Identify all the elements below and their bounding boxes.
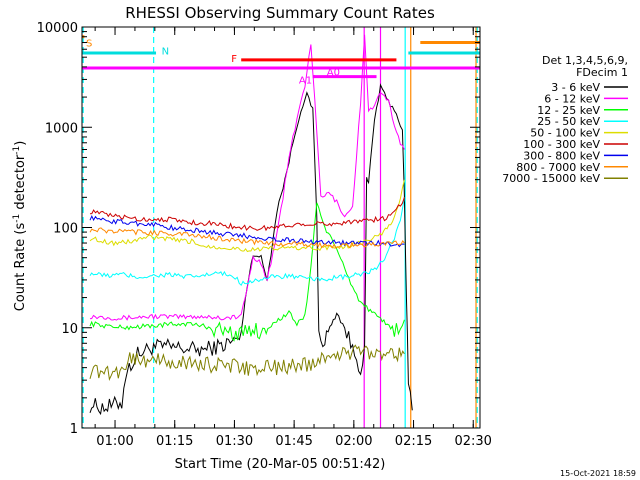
legend-label-4: 50 - 100 keV [530,127,600,140]
x-tick-label-5: 02:15 [395,434,432,449]
y-tick-label-3: 1000 [45,121,78,136]
x-tick-label-6: 02:30 [454,434,491,449]
legend-header-0: Det 1,3,4,5,6,9, [542,54,628,67]
legend-label-1: 6 - 12 keV [544,92,600,105]
legend-header-1: FDecim 1 [576,66,628,79]
legend-label-5: 100 - 300 keV [523,138,600,151]
plot-area: S N F A0 A1 [82,27,480,428]
legend-label-2: 12 - 25 keV [537,104,600,117]
x-tick-label-0: 01:00 [96,434,133,449]
state-label-3: A0 [327,67,340,78]
y-tick-label-2: 100 [53,222,78,237]
legend-label-8: 7000 - 15000 keV [502,172,600,185]
series-line-6 [89,215,405,248]
state-label-4: A1 [299,75,312,86]
state-label-2: F [231,54,237,65]
series-line-2 [89,202,405,342]
y-tick-label-4: 10000 [37,21,78,36]
y-axis-label-main: Count Rate (s [13,223,28,312]
x-tick-label-4: 02:00 [335,434,372,449]
legend-label-6: 300 - 800 keV [523,149,600,162]
y-tick-label-0: 1 [70,422,78,437]
series-line-4 [89,179,405,253]
timestamp: 15-Oct-2021 18:59 [560,469,636,478]
series-line-8 [89,344,405,381]
y-tick-label-1: 10 [61,322,78,337]
series-group [82,27,480,428]
x-tick-label-3: 01:45 [275,434,312,449]
series-line-7 [89,227,405,249]
x-tick-label-2: 01:30 [216,434,253,449]
y-axis-label-sup2: -1 [12,146,22,155]
y-axis-label-sup: -1 [12,214,22,223]
series-line-1 [89,34,405,321]
axes: 01:00 01:15 01:30 01:45 02:00 02:15 02:30 1 10 10… [37,21,492,449]
y-axis-label-mid: detector [13,154,28,214]
state-label-1: N [162,47,169,58]
y-axis-label-end: ) [13,141,28,146]
x-tick-label-1: 01:15 [156,434,193,449]
legend-label-0: 3 - 6 keV [551,81,600,94]
legend-label-7: 800 - 7000 keV [516,161,600,174]
state-label-0: S [86,39,92,50]
chart-title: RHESSI Observing Summary Count Rates [125,4,435,22]
y-axis-label: Count Rate (s-1 detector-1) [12,141,28,312]
series-line-5 [89,197,405,232]
x-axis-label: Start Time (20-Mar-05 00:51:42) [175,457,386,472]
series-line-3 [89,197,405,287]
legend-label-3: 25 - 50 keV [537,115,600,128]
